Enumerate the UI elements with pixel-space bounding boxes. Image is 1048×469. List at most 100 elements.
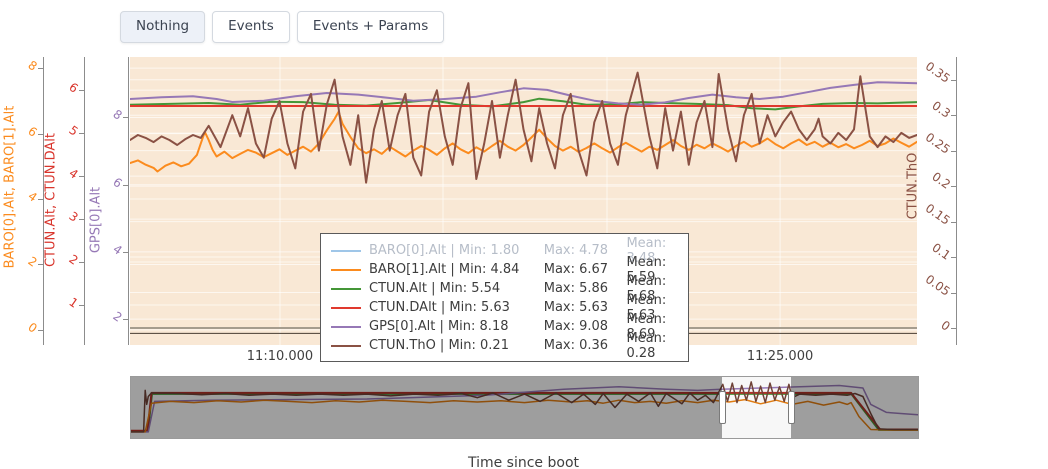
y-axis-line-baro <box>43 57 44 345</box>
y-axis-line-ctun <box>84 57 85 345</box>
legend-item-text: Mean: 5.63 <box>626 292 667 323</box>
legend-swatch-line <box>331 287 361 290</box>
range-slider-overview-chart <box>131 381 918 433</box>
y-tick-label-tho: 0.15 <box>923 200 954 228</box>
range-slider[interactable] <box>130 376 919 439</box>
chart-series-line <box>130 97 917 111</box>
legend-item-text: CTUN.ThO | Min: 0.21 <box>369 338 509 353</box>
y-axis-line-gps <box>128 57 129 345</box>
y-tick-label-gps: 8 <box>110 107 126 124</box>
legend-item-text: Max: 0.36 <box>543 338 609 353</box>
x-tick-label: 11:10.000 <box>246 349 314 364</box>
y-tick-label-ctun: 1 <box>66 294 82 311</box>
y-tick-label-baro: 2 <box>25 254 41 271</box>
y-tick-label-baro: 8 <box>25 58 41 74</box>
legend-swatch-line <box>331 325 361 328</box>
tick-mark <box>951 186 956 188</box>
legend-item[interactable]: CTUN.ThO | Min: 0.21 Max: 0.36 Mean: 0.28 <box>331 331 688 361</box>
x-axis-title: Time since boot <box>467 455 580 469</box>
y-tick-label-tho: 0.05 <box>923 271 954 299</box>
legend-item[interactable]: BARO[1].Alt | Min: 4.84 Max: 6.67 Mean: 5.… <box>331 255 688 285</box>
y-axis-line-tho <box>956 57 957 345</box>
tick-mark <box>38 199 43 201</box>
legend-item-text: CTUN.Alt | Min: 5.54 <box>369 281 501 296</box>
tick-mark <box>38 68 43 70</box>
chart-series-line <box>131 398 918 433</box>
legend-item-text: Mean: 5.68 <box>626 273 667 304</box>
y-tick-label-tho: 0.35 <box>923 58 954 86</box>
tick-mark <box>123 251 128 253</box>
legend-item[interactable]: GPS[0].Alt | Min: 8.18 Max: 9.08 Mean: 8.6… <box>331 312 688 342</box>
chart-series-line <box>131 381 918 433</box>
legend-item-text: GPS[0].Alt | Min: 8.18 <box>369 319 509 334</box>
tick-mark <box>38 133 43 135</box>
legend-item-text: BARO[1].Alt | Min: 4.84 <box>369 262 520 277</box>
tick-mark <box>123 117 128 119</box>
overlay-mode-toolbar: Nothing Events Events + Params <box>120 11 445 43</box>
legend-item-text: Mean: 0.28 <box>626 330 667 361</box>
legend-item-text: Max: 6.67 <box>543 262 609 277</box>
tick-mark <box>123 184 128 186</box>
legend-item-text: Max: 9.08 <box>543 319 609 334</box>
y-tick-label-baro: 6 <box>25 123 41 140</box>
y-tick-label-gps: 2 <box>110 308 126 325</box>
tick-mark <box>79 262 84 264</box>
range-slider-handle-right[interactable] <box>787 391 795 424</box>
y-tick-label-tho: 0 <box>938 317 954 334</box>
legend-item-text: Max: 5.63 <box>543 300 609 315</box>
y-tick-label-ctun: 3 <box>66 208 82 225</box>
legend-swatch-line <box>331 268 361 271</box>
legend-item-text: Mean: 8.69 <box>626 311 667 342</box>
tick-mark <box>79 90 84 92</box>
tick-mark <box>951 221 956 223</box>
y-tick-label-ctun: 5 <box>66 122 82 139</box>
legend-item-text: Mean: 5.59 <box>626 254 667 285</box>
legend-item[interactable]: BARO[0].Alt | Min: 1.80 Max: 4.78 Mean: 3.… <box>331 236 688 266</box>
legend-item[interactable]: CTUN.DAlt | Min: 5.63 Max: 5.63 Mean: 5.63 <box>331 293 688 323</box>
legend-swatch-line <box>331 306 361 309</box>
tick-mark <box>951 79 956 81</box>
range-slider-handle-left[interactable] <box>718 391 726 424</box>
tick-mark <box>951 115 956 117</box>
y-tick-label-baro: 0 <box>25 319 41 336</box>
range-slider-mask-right <box>791 377 918 438</box>
y-tick-label-ctun: 4 <box>66 165 82 182</box>
y-tick-label-tho: 0.3 <box>929 98 954 121</box>
overlay-mode-events-params-button[interactable]: Events + Params <box>296 11 445 43</box>
tick-mark <box>951 292 956 294</box>
tick-mark <box>951 327 956 329</box>
tick-mark <box>951 150 956 152</box>
y-tick-label-gps: 4 <box>110 241 126 258</box>
x-tick-label: 11:25.000 <box>746 349 814 364</box>
tick-mark <box>79 133 84 135</box>
tick-mark <box>38 329 43 331</box>
legend: BARO[0].Alt | Min: 1.80 Max: 4.78 Mean: 3.… <box>320 233 689 362</box>
legend-item[interactable]: CTUN.Alt | Min: 5.54 Max: 5.86 Mean: 5.68 <box>331 274 688 304</box>
y-tick-label-tho: 0.1 <box>929 240 954 263</box>
legend-swatch-line <box>331 344 361 347</box>
y-tick-label-ctun: 2 <box>66 251 82 268</box>
range-slider-mask-left <box>131 377 723 438</box>
y-tick-label-ctun: 6 <box>66 79 82 96</box>
chart-series-line <box>131 384 918 433</box>
y-axis-title-gps: GPS[0].Alt <box>88 186 104 254</box>
tick-mark <box>123 319 128 321</box>
chart-series-line <box>130 71 917 184</box>
overlay-mode-nothing-button[interactable]: Nothing <box>120 11 206 43</box>
y-tick-label-gps: 6 <box>110 174 126 191</box>
y-tick-label-tho: 0.25 <box>923 129 954 157</box>
overlay-mode-events-button[interactable]: Events <box>212 11 290 43</box>
legend-item-text: Max: 4.78 <box>543 243 609 258</box>
chart-series-line <box>130 110 917 173</box>
y-axis-title-tho: CTUN.ThO <box>905 152 921 220</box>
legend-swatch-line <box>331 249 361 252</box>
y-axis-title-ctun: CTUN.Alt, CTUN.DAlt <box>43 132 59 268</box>
y-tick-label-baro: 4 <box>25 188 41 205</box>
legend-item-text: BARO[0].Alt | Min: 1.80 <box>369 243 520 258</box>
legend-item-text: CTUN.DAlt | Min: 5.63 <box>369 300 510 315</box>
legend-item-text: Max: 5.86 <box>543 281 609 296</box>
legend-item-text: Mean: 3.48 <box>626 235 667 266</box>
y-tick-label-tho: 0.2 <box>929 169 954 192</box>
tick-mark <box>79 176 84 178</box>
